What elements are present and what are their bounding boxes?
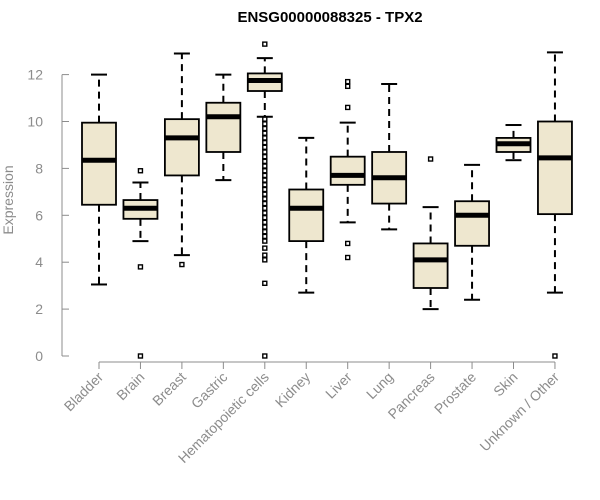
outlier-point	[262, 177, 268, 183]
x-tick-label: Brain	[113, 369, 147, 403]
box-group	[122, 168, 159, 359]
outlier-point	[262, 116, 268, 122]
outlier-point	[262, 257, 268, 263]
y-tick-label: 0	[35, 348, 43, 364]
outlier-point	[262, 353, 268, 359]
y-axis-label: Expression	[0, 165, 16, 234]
y-tick-label: 12	[27, 67, 43, 83]
outlier-point	[137, 168, 144, 174]
outlier-point	[262, 130, 268, 136]
outlier-point	[262, 186, 268, 193]
x-tick-label: Lung	[363, 369, 396, 402]
outlier-point	[552, 353, 558, 359]
outlier-point	[345, 83, 351, 90]
box-iqr	[537, 120, 573, 216]
box-group	[495, 124, 532, 162]
outlier-point	[262, 149, 268, 155]
y-tick-label: 4	[35, 254, 43, 270]
outlier-point	[345, 254, 351, 261]
x-tick-label: Prostate	[431, 369, 479, 417]
outlier-point	[262, 168, 268, 174]
outlier-point	[262, 153, 268, 160]
outlier-point	[345, 104, 351, 111]
outlier-point	[262, 125, 268, 132]
outlier-point	[262, 121, 268, 127]
outlier-point	[345, 78, 351, 85]
box-series	[81, 41, 573, 359]
box-iqr	[412, 242, 449, 289]
outlier-point	[262, 233, 268, 240]
outlier-point	[262, 144, 268, 150]
chart-title: ENSG00000088325 - TPX2	[237, 9, 422, 26]
box-iqr	[329, 155, 366, 186]
outlier-point	[262, 210, 268, 216]
outlier-point	[262, 191, 268, 197]
outlier-point	[262, 224, 268, 230]
box-iqr	[288, 188, 325, 242]
box-iqr	[454, 200, 490, 247]
x-tick-label: Bladder	[61, 369, 107, 415]
outlier-point	[262, 245, 268, 251]
outlier-point	[262, 41, 268, 47]
box-group	[205, 73, 242, 182]
outlier-point	[262, 219, 268, 226]
outlier-point	[137, 264, 144, 270]
box-group	[81, 73, 117, 286]
outlier-point	[262, 238, 268, 244]
outlier-point	[262, 252, 268, 258]
outlier-point	[262, 135, 268, 141]
box-group	[246, 41, 283, 359]
outlier-point	[345, 240, 351, 247]
box-group	[329, 78, 366, 261]
y-tick-label: 10	[27, 114, 43, 130]
x-tick-label: Breast	[149, 369, 189, 409]
y-axis: 0 2 4 6 8 10 12	[27, 67, 69, 364]
box-group	[412, 156, 449, 311]
box-group	[371, 82, 408, 231]
outlier-point	[262, 280, 268, 287]
box-group	[454, 163, 490, 301]
box-group	[163, 52, 200, 268]
outlier-point	[262, 163, 268, 169]
outlier-point	[262, 229, 268, 235]
box-iqr	[205, 101, 242, 153]
x-tick-label: Unknown / Other	[476, 369, 562, 455]
outlier-point	[262, 205, 268, 211]
box-group	[288, 136, 325, 294]
outlier-point	[262, 158, 268, 165]
y-tick-label: 6	[35, 207, 43, 223]
x-tick-label: Liver	[322, 369, 355, 402]
outlier-point	[262, 200, 268, 207]
outlier-point	[179, 261, 185, 268]
box-iqr	[163, 118, 200, 177]
outlier-point	[262, 214, 268, 221]
outlier-point	[262, 182, 268, 188]
outlier-point	[137, 353, 144, 359]
y-tick-label: 2	[35, 301, 43, 317]
outlier-point	[262, 172, 268, 179]
box-iqr	[81, 121, 117, 206]
x-tick-label: Kidney	[272, 369, 314, 411]
y-tick-label: 8	[35, 160, 43, 176]
outlier-point	[262, 139, 268, 146]
box-group	[537, 51, 573, 359]
x-tick-label: Skin	[490, 369, 521, 400]
outlier-point	[262, 196, 268, 202]
outlier-point	[427, 156, 434, 162]
